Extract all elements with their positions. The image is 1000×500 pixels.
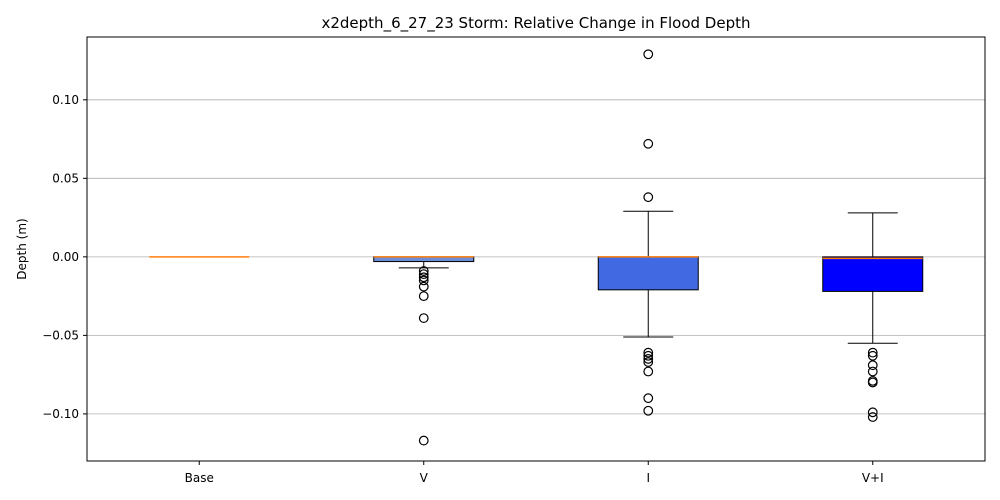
box-V [373,256,475,446]
outlier-point [643,192,654,203]
outlier-point [418,266,429,276]
chart-title: x2depth_6_27_23 Storm: Relative Change i… [321,14,750,33]
outlier-point [418,275,429,286]
x-tick-label: V+I [862,471,884,485]
outlier-point [418,281,429,292]
outlier-point [643,49,654,60]
outlier-point [867,377,878,388]
x-axis: Base V I V+I [185,461,884,485]
boxes [149,49,924,446]
outlier-point [643,347,654,358]
y-tick-label: 0.05 [52,171,79,185]
box-V+I [822,212,924,422]
box-body [822,256,924,292]
y-axis: 0.10 0.05 0.00 −0.05 −0.10 [42,93,87,421]
x-tick-label: Base [185,471,214,485]
outlier-point [867,347,878,358]
plot-area [86,36,986,462]
x-tick-label: I [646,471,650,485]
outlier-point [867,412,878,422]
outlier-point [867,350,878,361]
outlier-point [643,357,654,367]
outlier-point [643,350,654,361]
outlier-point [418,313,429,323]
outlier-point [643,405,654,416]
box-body [597,256,699,291]
outlier-point [867,366,878,377]
y-tick-label: 0.00 [52,250,79,264]
box-I [597,49,699,416]
outlier-point [867,407,878,418]
outlier-point [867,360,878,371]
y-tick-label: −0.05 [42,328,79,342]
outlier-point [418,272,429,283]
outlier-point [643,138,654,149]
y-tick-label: −0.10 [42,407,79,421]
y-axis-label: Depth (m) [15,218,29,279]
outlier-point [418,291,429,302]
outlier-point [643,393,654,404]
outlier-point [643,366,654,377]
outlier-point [643,354,654,364]
outlier-point [418,269,429,280]
y-tick-label: 0.10 [52,93,79,107]
x-tick-label: V [420,471,429,485]
outlier-point [418,435,429,446]
